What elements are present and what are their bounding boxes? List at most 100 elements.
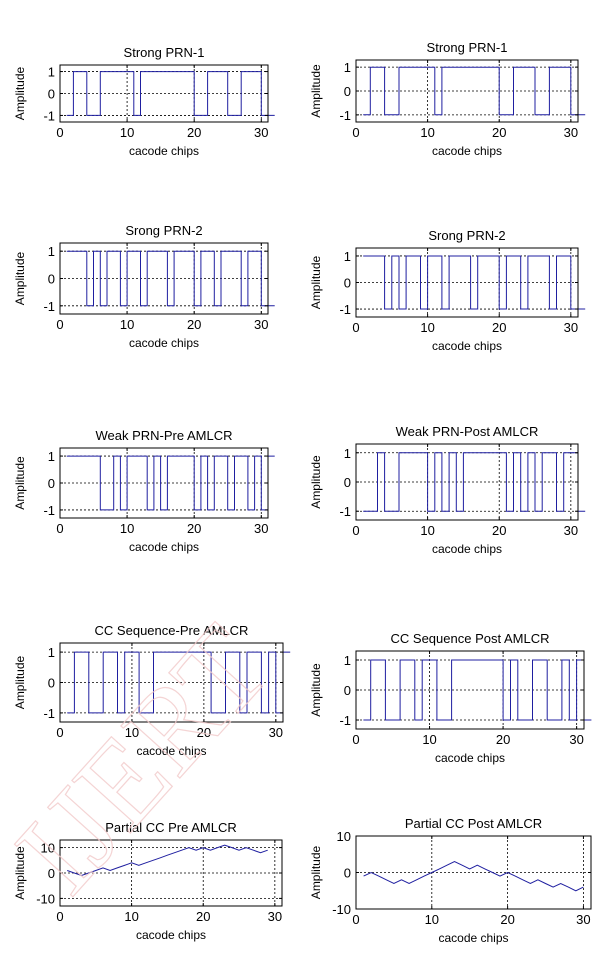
watermark-text: IJERT xyxy=(0,601,294,917)
x-tick-label: 30 xyxy=(576,912,590,927)
x-tick-label: 30 xyxy=(569,732,583,747)
x-tick-label: 10 xyxy=(420,125,434,140)
chart-title: CC Sequence-Pre AMLCR xyxy=(95,623,249,638)
series-line xyxy=(66,455,275,511)
x-tick-label: 10 xyxy=(125,725,139,740)
y-tick-label: 10 xyxy=(337,829,351,844)
x-tick-label: 20 xyxy=(187,317,201,332)
y-tick-label: 0 xyxy=(344,475,351,490)
x-tick-label: 10 xyxy=(425,912,439,927)
x-axis-label: cacode chips xyxy=(136,744,206,758)
x-tick-label: 20 xyxy=(196,909,210,924)
y-tick-label: 0 xyxy=(344,84,351,99)
chart-title: Weak PRN-Post AMLCR xyxy=(396,424,539,439)
x-tick-label: 0 xyxy=(56,909,63,924)
x-tick-label: 10 xyxy=(120,317,134,332)
x-axis-label: cacode chips xyxy=(432,542,502,556)
series-line xyxy=(363,255,586,310)
x-tick-label: 20 xyxy=(187,521,201,536)
x-axis-label: cacode chips xyxy=(432,144,502,158)
x-axis-label: cacode chips xyxy=(432,339,502,353)
chart-title: Strong PRN-1 xyxy=(427,40,508,55)
chart-title: CC Sequence Post AMLCR xyxy=(391,631,550,646)
y-tick-label: 0 xyxy=(48,866,55,881)
y-tick-label: -1 xyxy=(43,299,55,314)
y-tick-label: 1 xyxy=(344,249,351,264)
series-line xyxy=(67,651,291,714)
x-tick-label: 0 xyxy=(56,725,63,740)
y-tick-label: -1 xyxy=(339,504,351,519)
y-tick-label: -1 xyxy=(339,713,351,728)
x-tick-label: 30 xyxy=(564,125,578,140)
x-tick-label: 30 xyxy=(564,320,578,335)
series-line xyxy=(363,452,586,512)
x-tick-label: 0 xyxy=(352,912,359,927)
y-axis-label: Amplitude xyxy=(309,64,323,118)
chart-title: Strong PRN-1 xyxy=(124,45,205,60)
x-tick-label: 20 xyxy=(197,725,211,740)
y-axis-label: Amplitude xyxy=(13,456,27,510)
chart-title: Weak PRN-Pre AMLCR xyxy=(95,428,232,443)
x-tick-label: 30 xyxy=(268,909,282,924)
x-tick-label: 20 xyxy=(500,912,514,927)
y-tick-label: -1 xyxy=(339,302,351,317)
x-tick-label: 10 xyxy=(120,125,134,140)
chart-title: Srong PRN-2 xyxy=(428,228,505,243)
x-tick-label: 0 xyxy=(352,320,359,335)
x-axis-label: cacode chips xyxy=(435,751,505,765)
x-axis-label: cacode chips xyxy=(129,144,199,158)
y-axis-label: Amplitude xyxy=(309,663,323,717)
chart-title: Srong PRN-2 xyxy=(125,223,202,238)
y-tick-label: 0 xyxy=(48,272,55,287)
y-tick-label: 1 xyxy=(344,446,351,461)
y-tick-label: 0 xyxy=(344,683,351,698)
x-tick-label: 10 xyxy=(422,732,436,747)
y-axis-label: Amplitude xyxy=(309,846,323,900)
x-tick-label: 10 xyxy=(124,909,138,924)
y-tick-label: 1 xyxy=(48,449,55,464)
x-tick-label: 10 xyxy=(120,521,134,536)
y-tick-label: 0 xyxy=(344,866,351,881)
series-line xyxy=(363,659,592,721)
y-tick-label: -1 xyxy=(43,706,55,721)
x-tick-label: 20 xyxy=(492,523,506,538)
x-tick-label: 0 xyxy=(352,732,359,747)
series-line xyxy=(66,71,275,116)
y-axis-label: Amplitude xyxy=(309,256,323,310)
y-tick-label: -1 xyxy=(43,108,55,123)
x-axis-label: cacode chips xyxy=(438,931,508,945)
y-tick-label: 10 xyxy=(41,841,55,856)
x-tick-label: 30 xyxy=(269,725,283,740)
x-tick-label: 0 xyxy=(352,125,359,140)
y-tick-label: 1 xyxy=(48,645,55,660)
series-line xyxy=(363,66,586,116)
x-tick-label: 0 xyxy=(56,521,63,536)
y-axis-label: Amplitude xyxy=(13,656,27,710)
x-tick-label: 10 xyxy=(420,320,434,335)
x-tick-label: 30 xyxy=(254,521,268,536)
x-tick-label: 20 xyxy=(492,320,506,335)
x-tick-label: 20 xyxy=(187,125,201,140)
y-tick-label: -1 xyxy=(43,503,55,518)
x-tick-label: 30 xyxy=(254,125,268,140)
y-axis-label: Amplitude xyxy=(13,67,27,121)
y-tick-label: 0 xyxy=(48,676,55,691)
y-tick-label: 0 xyxy=(344,276,351,291)
y-tick-label: 0 xyxy=(48,87,55,102)
x-tick-label: 30 xyxy=(564,523,578,538)
x-tick-label: 0 xyxy=(352,523,359,538)
y-tick-label: 1 xyxy=(48,65,55,80)
x-tick-label: 10 xyxy=(420,523,434,538)
y-tick-label: 1 xyxy=(344,653,351,668)
y-axis-label: Amplitude xyxy=(13,846,27,900)
